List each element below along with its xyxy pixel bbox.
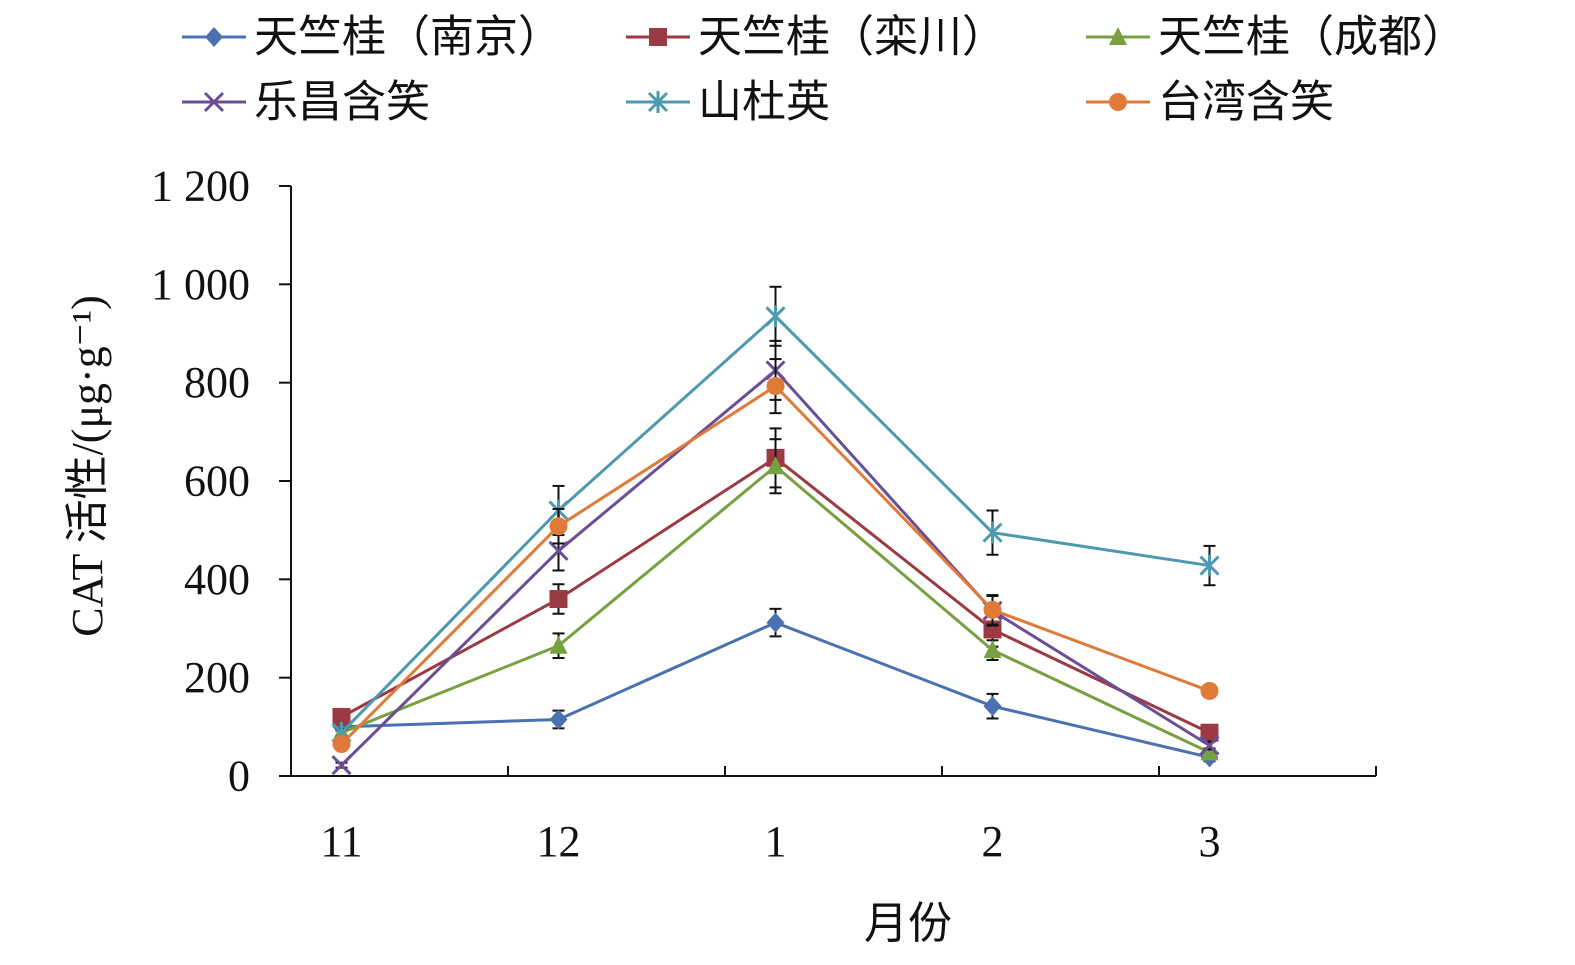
data-point [766,377,785,396]
legend-label: 台湾含笑 [1158,77,1334,128]
data-point [1200,742,1219,761]
legend-item: 台湾含笑 [1086,77,1334,128]
y-tick-label: 1 200 [151,162,250,211]
data-point [549,590,568,608]
data-point [766,456,785,475]
legend-marker [1109,93,1127,111]
y-axis-title: CAT 活性/(μg·g⁻¹) [63,295,112,637]
data-point [766,612,785,633]
data-point [548,540,569,561]
data-point [332,735,351,754]
legend-label: 天竺桂（成都） [1158,12,1466,63]
y-tick-label: 200 [184,653,250,702]
legend: 天竺桂（南京） 天竺桂（栾川） 天竺桂（成都） 乐昌含笑 山杜英 台湾含笑 [182,12,1466,128]
x-axis-title: 月份 [864,899,952,948]
series-3 [332,438,1219,761]
data-point [1199,554,1220,577]
legend-marker [203,91,225,113]
x-tick-label: 2 [982,817,1004,866]
data-point [549,517,568,536]
legend-label: 天竺桂（南京） [254,12,562,63]
legend-label: 乐昌含笑 [254,77,430,128]
legend-item: 乐昌含笑 [182,77,430,128]
y-tick-label: 800 [184,358,250,407]
data-point [549,635,568,654]
y-tick-label: 600 [184,457,250,506]
y-tick-label: 0 [228,752,250,801]
legend-marker [1109,27,1127,45]
data-point [983,696,1002,717]
legend-marker [647,91,669,113]
legend-label: 山杜英 [698,77,830,128]
series-5 [331,285,1220,744]
x-tick-label: 11 [320,817,362,866]
series-6 [332,358,1219,754]
legend-item: 天竺桂（栾川） [626,12,1006,63]
data-point [1200,723,1219,742]
data-point [1200,681,1219,700]
data-point [765,305,786,328]
data-point [982,521,1003,544]
data-point [983,640,1002,659]
legend-item: 天竺桂（成都） [1086,12,1466,63]
x-ticks: 11 12 1 2 3 [320,766,1377,866]
y-tick-label: 1 000 [151,260,250,309]
data-point [332,708,351,726]
x-tick-label: 1 [765,817,787,866]
plot-area [331,285,1220,776]
legend-item: 山杜英 [626,77,830,128]
legend-label: 天竺桂（栾川） [698,12,1006,63]
data-point [331,755,352,776]
data-point [549,709,568,730]
series-1 [332,607,1219,768]
data-point [983,600,1002,619]
y-tick-label: 400 [184,555,250,604]
y-ticks: 0 200 400 600 800 1 000 1 200 [151,162,291,801]
legend-item: 天竺桂（南京） [182,12,562,63]
x-tick-label: 12 [537,817,581,866]
data-point [1199,735,1220,756]
legend-marker [649,28,667,46]
x-tick-label: 3 [1199,817,1221,866]
legend-marker [205,27,223,47]
